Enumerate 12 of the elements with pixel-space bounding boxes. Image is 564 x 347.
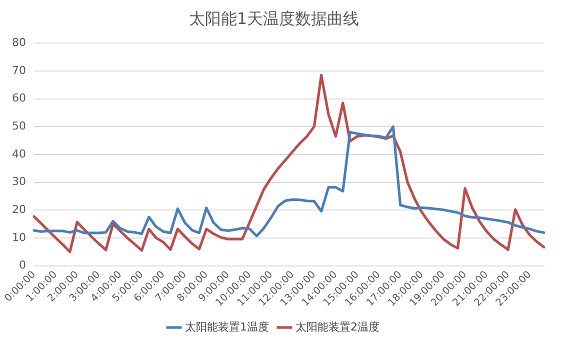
y-tick-label: 10 (12, 230, 26, 244)
y-tick-label: 70 (12, 64, 26, 77)
chart-title: 太阳能1天温度数据曲线 (188, 8, 360, 28)
y-tick-label: 30 (12, 175, 26, 188)
y-tick-label: 80 (12, 36, 26, 50)
y-tick-label: 60 (12, 92, 26, 105)
legend-label: 太阳能装置2温度 (296, 320, 380, 334)
y-tick-label: 40 (12, 147, 26, 160)
y-tick-label: 0 (18, 258, 26, 272)
y-tick-label: 50 (12, 120, 26, 133)
y-tick-label: 20 (12, 202, 26, 216)
legend-label: 太阳能装置1温度 (185, 320, 269, 334)
